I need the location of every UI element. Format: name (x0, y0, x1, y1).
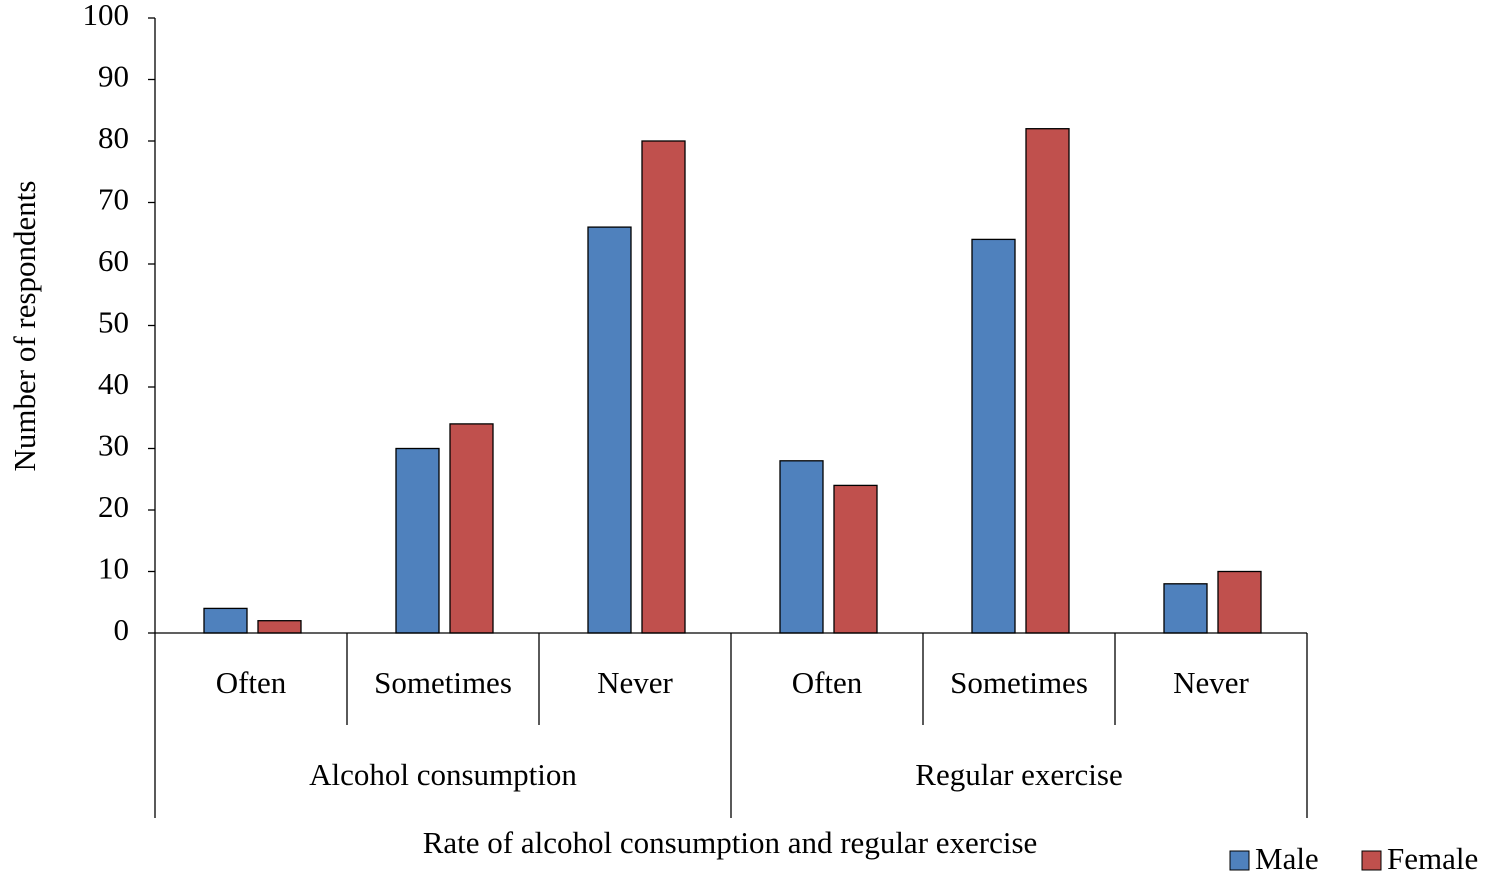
legend-label: Male (1255, 841, 1319, 876)
y-tick-label: 80 (98, 120, 129, 155)
y-tick-label: 50 (98, 305, 129, 340)
bar (971, 238, 1016, 634)
y-tick-label: 70 (98, 182, 129, 217)
bar (1025, 128, 1070, 634)
bar (395, 447, 440, 634)
bar (449, 423, 494, 634)
bar (833, 484, 878, 634)
y-tick-label: 0 (114, 612, 130, 647)
group-label: Regular exercise (915, 757, 1122, 792)
bar (203, 607, 248, 634)
bar (257, 620, 302, 634)
x-tick-label: Sometimes (374, 665, 512, 700)
y-tick-label: 100 (83, 0, 130, 32)
y-tick-label: 20 (98, 489, 129, 524)
y-axis-title: Number of respondents (7, 181, 42, 472)
legend-label: Female (1387, 841, 1478, 876)
y-tick-label: 30 (98, 428, 129, 463)
x-tick-label: Sometimes (950, 665, 1088, 700)
x-tick-label: Never (597, 665, 673, 700)
bar (587, 226, 632, 634)
bar (779, 460, 824, 634)
group-label: Alcohol consumption (309, 757, 577, 792)
x-tick-label: Often (216, 665, 287, 700)
bar (1217, 570, 1262, 634)
y-tick-label: 10 (98, 551, 129, 586)
legend-swatch (1229, 850, 1250, 871)
y-tick-label: 60 (98, 243, 129, 278)
y-tick-label: 40 (98, 366, 129, 401)
y-tick-label: 90 (98, 59, 129, 94)
x-tick-label: Often (792, 665, 863, 700)
bar (641, 140, 686, 634)
legend-swatch (1361, 850, 1382, 871)
x-axis-title: Rate of alcohol consumption and regular … (423, 825, 1038, 860)
x-tick-label: Never (1173, 665, 1249, 700)
bar (1163, 583, 1208, 634)
